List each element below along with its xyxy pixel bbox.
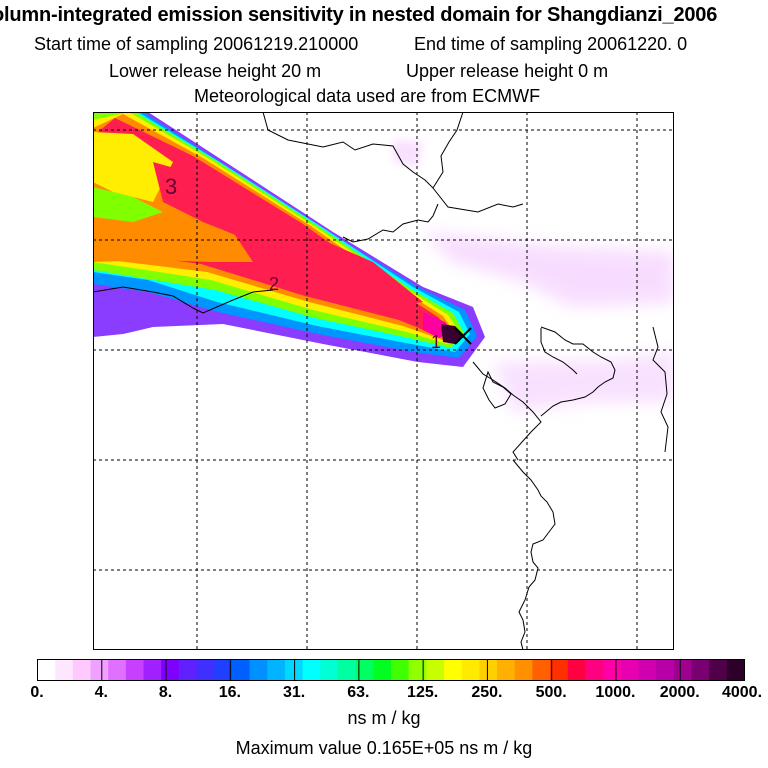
colorbar-cell bbox=[284, 659, 304, 681]
colorbar-cell bbox=[497, 659, 516, 681]
colorbar-cell bbox=[479, 659, 498, 681]
colorbar-cell bbox=[267, 659, 286, 681]
colorbar-tick-label: 1000. bbox=[595, 684, 636, 701]
max-value-label: Maximum value 0.165E+05 ns m / kg bbox=[235, 738, 533, 758]
colorbar-cell bbox=[638, 659, 657, 681]
border-line-mid bbox=[342, 203, 439, 243]
colorbar-cell bbox=[320, 659, 339, 681]
plume-fan-red bbox=[153, 162, 273, 242]
colorbar-cell bbox=[567, 659, 586, 681]
contour-label-2: 2 bbox=[269, 274, 279, 294]
colorbar-cell bbox=[37, 659, 56, 681]
plume-fan-green bbox=[93, 187, 163, 222]
faint-sensitivity-east bbox=[423, 232, 674, 307]
upper-release-height-label: Upper release height 0 m bbox=[406, 61, 609, 81]
colorbar-cell bbox=[231, 659, 251, 681]
colorbar-cell bbox=[709, 659, 728, 681]
map-frame bbox=[93, 112, 674, 650]
plume-fan-yellow bbox=[93, 132, 173, 202]
border-line-northeast bbox=[432, 187, 524, 213]
met-data-label: Meteorological data used are from ECMWF bbox=[194, 86, 541, 106]
colorbar-cell bbox=[691, 659, 710, 681]
lat-lon-grid bbox=[93, 112, 674, 650]
colorbar-cell bbox=[302, 659, 321, 681]
colorbar-cell bbox=[196, 659, 215, 681]
colorbar-tick-label: 500. bbox=[535, 684, 567, 701]
colorbar-cell bbox=[108, 659, 127, 681]
colorbar-cell bbox=[55, 659, 74, 681]
colorbar-cell bbox=[461, 659, 480, 681]
colorbar-cell bbox=[408, 659, 427, 681]
colorbar-cell bbox=[603, 659, 622, 681]
end-time-label: End time of sampling 20061220. 0 bbox=[414, 34, 688, 54]
start-time-label: Start time of sampling 20061219.210000 bbox=[34, 34, 359, 54]
colorbar-cell bbox=[90, 659, 109, 681]
coastline-south bbox=[512, 459, 556, 650]
colorbar-cell bbox=[444, 659, 463, 681]
colorbar-cell bbox=[72, 659, 92, 681]
plume-core-red bbox=[283, 227, 423, 307]
colorbar-frame bbox=[37, 659, 745, 681]
colorbar-tick-label: 63. bbox=[347, 684, 370, 701]
contour-label-1: 1 bbox=[431, 332, 441, 352]
plume-layer bbox=[93, 112, 674, 412]
coastline-bay bbox=[482, 370, 512, 409]
colorbar-tick-label: 16. bbox=[218, 684, 241, 701]
colorbar-cell bbox=[214, 659, 233, 681]
coastlines bbox=[93, 112, 669, 650]
colorbar-cell bbox=[249, 659, 268, 681]
coastline-inner bbox=[540, 328, 578, 375]
colorbar-cell bbox=[532, 659, 551, 681]
border-line-north bbox=[262, 112, 464, 189]
colorbar-cell bbox=[125, 659, 145, 681]
plot-title: olumn-integrated emission sensitivity in… bbox=[0, 4, 718, 26]
colorbar-cell bbox=[426, 659, 445, 681]
colorbar-cell bbox=[178, 659, 198, 681]
colorbar-cell bbox=[673, 659, 692, 681]
contour-label-3: 3 bbox=[165, 174, 177, 199]
plume-peak-dark bbox=[441, 324, 463, 344]
receptor-marker-icon bbox=[454, 327, 472, 345]
colorbar-cell bbox=[143, 659, 162, 681]
colorbar-tick-label: 4000. bbox=[721, 684, 763, 701]
colorbar-tick-label: 8. bbox=[158, 684, 173, 701]
border-line-west bbox=[93, 286, 274, 314]
colorbar-cell bbox=[355, 659, 374, 681]
colorbar-tick-label: 0. bbox=[30, 684, 44, 701]
colorbar-cell bbox=[620, 659, 639, 681]
colorbar-cell bbox=[514, 659, 533, 681]
colorbar-cell bbox=[391, 659, 410, 681]
colorbar-tick-label: 125. bbox=[407, 684, 439, 701]
colorbar-tick-label: 2000. bbox=[659, 684, 700, 701]
lower-release-height-label: Lower release height 20 m bbox=[109, 61, 322, 81]
coastline-peninsula bbox=[540, 326, 616, 417]
sensitivity-map: 3 2 1 bbox=[93, 112, 674, 650]
title-bar: olumn-integrated emission sensitivity in… bbox=[0, 4, 768, 34]
colorbar-cell bbox=[337, 659, 357, 681]
colorbar-tick-label: 250. bbox=[471, 684, 503, 701]
colorbar-cell bbox=[656, 659, 675, 681]
faint-sensitivity-southeast bbox=[493, 352, 674, 412]
colorbar-tick-label: 31. bbox=[282, 684, 306, 701]
colorbar-cell bbox=[550, 659, 569, 681]
colorbar-tick-label: 4. bbox=[94, 684, 108, 701]
units-label: ns m / kg bbox=[347, 708, 421, 728]
colorbar bbox=[37, 659, 745, 681]
colorbar-cell bbox=[373, 659, 392, 681]
colorbar-cell bbox=[726, 659, 745, 681]
colorbar-cells bbox=[37, 659, 745, 681]
colorbar-cell bbox=[585, 659, 604, 681]
coastline-far-east bbox=[652, 326, 669, 453]
colorbar-cell bbox=[161, 659, 180, 681]
coastline-east bbox=[472, 361, 542, 461]
